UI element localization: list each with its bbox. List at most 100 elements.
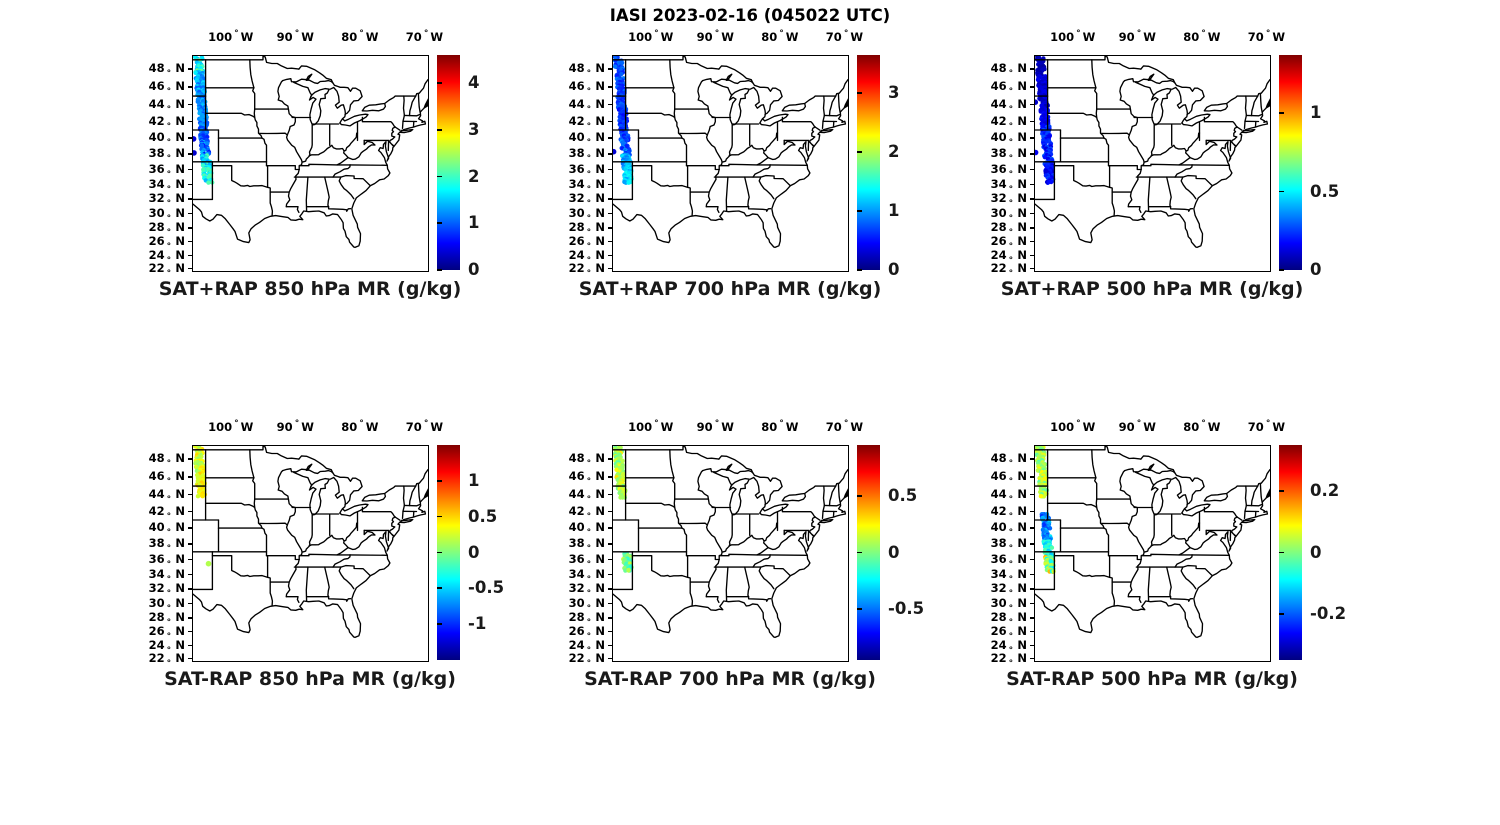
lat-tick-label: 28 ° N bbox=[568, 220, 605, 238]
swath-dots bbox=[613, 446, 634, 573]
lat-tick-label: 28 ° N bbox=[148, 220, 185, 238]
swath-dots bbox=[193, 446, 212, 567]
lat-tick-label: 34 ° N bbox=[568, 176, 605, 195]
degree-symbol: ° bbox=[1008, 184, 1014, 195]
colorbar-tick-label: -0.5 bbox=[888, 599, 925, 619]
axis-tick bbox=[1030, 527, 1034, 529]
lat-tick-label: 40 ° N bbox=[148, 520, 185, 539]
axis-tick bbox=[608, 227, 612, 229]
lat-tick-label: 42 ° N bbox=[148, 503, 185, 522]
colorbar-tick-label: 0 bbox=[1310, 260, 1322, 279]
degree-symbol: ° bbox=[166, 268, 172, 279]
axis-tick bbox=[188, 657, 192, 660]
axis-tick bbox=[1030, 137, 1034, 139]
axis-tick bbox=[188, 212, 192, 215]
degree-symbol: ° bbox=[586, 69, 592, 80]
axis-tick bbox=[1030, 510, 1034, 513]
colorbar-tick-label: 3 bbox=[468, 119, 480, 139]
axis-tick bbox=[188, 602, 192, 605]
lon-tick-label: 90 ° W bbox=[1118, 29, 1156, 44]
degree-symbol: ° bbox=[586, 184, 592, 195]
axis-tick bbox=[188, 137, 192, 139]
lat-tick-label: 32 ° N bbox=[148, 191, 185, 210]
lat-tick-label: 26 ° N bbox=[148, 233, 185, 252]
lat-tick-label: 44 ° N bbox=[990, 96, 1027, 115]
axis-tick bbox=[1030, 212, 1034, 215]
colorbar-tick-label: 0 bbox=[468, 260, 480, 279]
lat-tick-label: 36 ° N bbox=[990, 161, 1027, 180]
lat-tick-label: 30 ° N bbox=[148, 595, 185, 614]
degree-symbol: ° bbox=[586, 228, 592, 238]
degree-symbol: ° bbox=[586, 603, 592, 614]
axis-tick bbox=[608, 630, 612, 633]
degree-symbol: ° bbox=[166, 574, 172, 585]
degree-symbol: ° bbox=[843, 29, 849, 39]
map-sat-plus-rap-500 bbox=[1034, 55, 1271, 272]
axis-tick bbox=[1030, 86, 1034, 88]
colorbar-tick bbox=[1279, 612, 1284, 615]
axis-tick bbox=[1030, 617, 1034, 619]
lat-tick-label: 36 ° N bbox=[568, 161, 605, 180]
axis-tick bbox=[1030, 476, 1034, 478]
lon-tick-label: 70 ° W bbox=[405, 29, 443, 44]
lat-tick-label: 34 ° N bbox=[148, 566, 185, 585]
degree-symbol: ° bbox=[1008, 241, 1014, 252]
lat-tick-label: 26 ° N bbox=[990, 233, 1027, 252]
lat-tick-label: 34 ° N bbox=[148, 176, 185, 195]
panel-title-sat-plus-rap-700: SAT+RAP 700 hPa MR (g/kg) bbox=[578, 278, 882, 300]
lat-tick-label: 46 ° N bbox=[568, 469, 605, 488]
panel-sat-plus-rap-850: 100 ° W 90 ° W 80 ° W 70 ° W 48 ° N 46 ° N 44 ° N 42 ° N 40 °… bbox=[117, 15, 537, 320]
axis-tick bbox=[1030, 644, 1034, 647]
lat-tick-label: 22 ° N bbox=[990, 650, 1027, 669]
lon-tick-label: 80 ° W bbox=[341, 29, 379, 44]
colorbar-tick-label: 0.2 bbox=[1310, 481, 1340, 501]
degree-symbol: ° bbox=[1265, 419, 1271, 429]
degree-symbol: ° bbox=[1008, 228, 1014, 238]
degree-symbol: ° bbox=[586, 199, 592, 210]
degree-symbol: ° bbox=[1008, 589, 1014, 600]
axis-tick bbox=[1030, 543, 1034, 545]
degree-symbol: ° bbox=[166, 511, 172, 522]
colorbar-tick-label: 0 bbox=[468, 542, 480, 562]
colorbar-tick-label: 1 bbox=[468, 213, 480, 233]
lat-tick-label: 38 ° N bbox=[148, 536, 185, 555]
degree-symbol: ° bbox=[166, 154, 172, 165]
axis-tick bbox=[188, 573, 192, 576]
axis-tick bbox=[188, 168, 192, 171]
degree-symbol: ° bbox=[1008, 459, 1014, 470]
degree-symbol: ° bbox=[166, 589, 172, 600]
axis-tick bbox=[1030, 458, 1034, 460]
lon-tick-label: 90 ° W bbox=[1118, 419, 1156, 434]
swath-dots bbox=[193, 56, 215, 185]
axis-tick bbox=[608, 103, 612, 106]
degree-symbol: ° bbox=[1008, 603, 1014, 614]
lat-tick-label: 22 ° N bbox=[990, 260, 1027, 279]
state-borders bbox=[613, 56, 848, 249]
state-borders bbox=[193, 56, 428, 249]
degree-symbol: ° bbox=[1201, 29, 1206, 39]
degree-symbol: ° bbox=[359, 419, 364, 429]
colorbar-tick-label: 0 bbox=[888, 542, 900, 562]
colorbar-tick-label: 2 bbox=[888, 142, 900, 162]
lon-tick-label: 80 ° W bbox=[1183, 29, 1221, 44]
axis-tick bbox=[608, 476, 612, 478]
degree-symbol: ° bbox=[166, 69, 172, 80]
lat-tick-label: 36 ° N bbox=[148, 551, 185, 570]
axis-tick bbox=[608, 68, 612, 70]
axis-tick bbox=[1030, 183, 1034, 186]
axis-tick bbox=[188, 183, 192, 186]
degree-symbol: ° bbox=[1008, 645, 1014, 656]
degree-symbol: ° bbox=[1008, 631, 1014, 642]
lat-tick-label: 38 ° N bbox=[990, 146, 1027, 165]
colorbar-sat-minus-rap-850 bbox=[437, 445, 460, 660]
degree-symbol: ° bbox=[586, 494, 592, 505]
lat-tick-label: 42 ° N bbox=[990, 113, 1027, 132]
lat-tick-label: 36 ° N bbox=[148, 161, 185, 180]
degree-symbol: ° bbox=[166, 528, 172, 539]
axis-tick bbox=[1030, 267, 1034, 270]
lon-tick-label: 80 ° W bbox=[341, 419, 379, 434]
lat-tick-label: 26 ° N bbox=[568, 623, 605, 642]
lat-tick-label: 38 ° N bbox=[568, 536, 605, 555]
axis-tick bbox=[1030, 240, 1034, 243]
